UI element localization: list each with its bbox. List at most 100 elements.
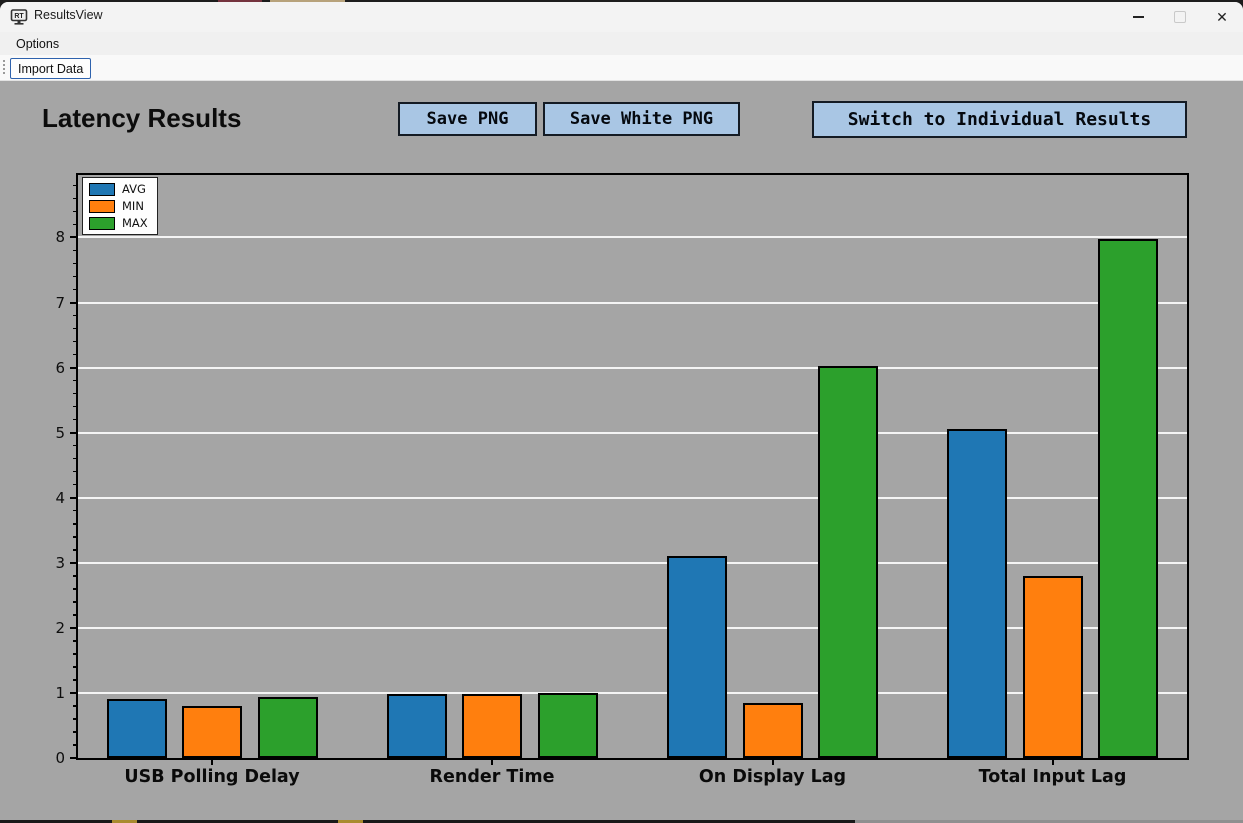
chart-legend: AVG MIN MAX	[82, 177, 158, 235]
bar-max-on-display-lag	[818, 366, 878, 758]
title-bar[interactable]: RT ResultsView ✕	[0, 2, 1243, 32]
maximize-icon	[1174, 11, 1186, 23]
bar-avg-on-display-lag	[667, 555, 727, 758]
y-minor-tick	[73, 588, 77, 590]
minimize-button[interactable]	[1117, 2, 1159, 32]
y-tick-label: 7	[55, 293, 65, 312]
y-minor-tick	[73, 470, 77, 473]
bar-min-on-display-lag	[742, 702, 803, 758]
menu-item-options[interactable]: Options	[16, 36, 60, 51]
results-panel: Latency Results Save PNG Save White PNG …	[0, 81, 1243, 820]
y-minor-tick	[73, 353, 77, 356]
y-major-tick	[70, 626, 77, 629]
toolbar: Import Data	[0, 55, 1243, 81]
y-minor-tick	[73, 262, 77, 265]
y-major-tick	[70, 691, 77, 694]
save-white-png-button[interactable]: Save White PNG	[543, 102, 740, 136]
y-major-tick	[70, 236, 77, 239]
app-rt-monitor-icon: RT	[10, 9, 28, 25]
y-minor-tick	[73, 405, 77, 408]
desktop-edge-top	[0, 0, 1243, 2]
y-minor-tick	[73, 601, 77, 603]
y-minor-tick	[73, 392, 77, 395]
y-tick-label: 8	[55, 228, 65, 247]
toolbar-grip-handle[interactable]	[3, 60, 5, 76]
y-minor-tick	[73, 210, 77, 213]
y-tick-label: 5	[55, 423, 65, 442]
bar-avg-render-time	[386, 693, 447, 758]
desktop-bleed	[338, 820, 363, 823]
y-minor-tick	[73, 288, 77, 291]
bar-min-render-time	[462, 694, 522, 758]
y-minor-tick	[73, 614, 77, 616]
y-tick-label: 1	[55, 683, 65, 702]
gridline-y8	[78, 236, 1187, 239]
y-minor-tick	[73, 523, 77, 525]
y-major-tick	[70, 561, 77, 564]
y-minor-tick	[73, 640, 77, 642]
import-data-button[interactable]: Import Data	[10, 58, 92, 79]
y-minor-tick	[73, 379, 77, 382]
y-minor-tick	[73, 705, 77, 707]
y-minor-tick	[73, 483, 77, 486]
close-button[interactable]: ✕	[1201, 2, 1243, 32]
menu-bar: Options	[0, 32, 1243, 55]
y-minor-tick	[73, 249, 77, 252]
y-minor-tick	[73, 314, 77, 317]
desktop-bleed	[855, 820, 1243, 823]
y-minor-tick	[73, 444, 77, 447]
y-minor-tick	[73, 275, 77, 278]
legend-swatch-max	[89, 216, 115, 230]
chart-plot-area	[76, 173, 1189, 760]
gridline-y5	[78, 431, 1187, 434]
desktop-edge-bottom	[0, 820, 1243, 823]
x-category-label: Render Time	[429, 767, 555, 787]
bar-max-total-input-lag	[1098, 239, 1158, 758]
y-major-tick	[70, 301, 77, 304]
save-png-button[interactable]: Save PNG	[398, 102, 537, 136]
y-tick-label: 6	[55, 358, 65, 377]
bar-min-usb-polling-delay	[182, 705, 242, 758]
y-minor-tick	[73, 340, 77, 343]
desktop-bleed	[270, 0, 345, 2]
legend-label: AVG	[122, 182, 146, 196]
close-icon: ✕	[1216, 9, 1228, 25]
gridline-y2	[78, 626, 1187, 629]
bar-max-usb-polling-delay	[257, 697, 318, 758]
y-major-tick	[70, 431, 77, 434]
gridline-y7	[78, 301, 1187, 304]
legend-swatch-avg	[89, 182, 115, 196]
y-minor-tick	[73, 666, 77, 668]
y-tick-label: 3	[55, 553, 65, 572]
legend-swatch-min	[89, 199, 115, 213]
y-minor-tick	[73, 549, 77, 551]
y-minor-tick	[73, 679, 77, 681]
y-minor-tick	[73, 327, 77, 330]
x-tick	[1051, 760, 1054, 765]
x-category-label: On Display Lag	[698, 767, 847, 787]
x-category-label: USB Polling Delay	[124, 767, 300, 787]
y-minor-tick	[73, 197, 77, 200]
page-title: Latency Results	[42, 103, 242, 133]
x-category-label: Total Input Lag	[978, 767, 1127, 787]
y-minor-tick	[73, 718, 77, 720]
maximize-button[interactable]	[1159, 2, 1201, 32]
switch-to-individual-results-button[interactable]: Switch to Individual Results	[812, 101, 1187, 138]
y-major-tick	[70, 496, 77, 499]
y-minor-tick	[73, 457, 77, 460]
y-minor-tick	[73, 509, 77, 512]
desktop-bleed	[218, 0, 262, 2]
y-tick-label: 2	[55, 618, 65, 637]
gridline-y6	[78, 366, 1187, 369]
gridline-y1	[78, 691, 1187, 694]
gridline-y4	[78, 496, 1187, 499]
y-minor-tick	[73, 744, 77, 746]
y-minor-tick	[73, 575, 77, 577]
y-tick-label: 0	[55, 749, 65, 767]
y-minor-tick	[73, 418, 77, 421]
legend-entry-min: MIN	[89, 199, 148, 213]
legend-entry-max: MAX	[89, 216, 148, 230]
bar-min-total-input-lag	[1022, 575, 1083, 758]
